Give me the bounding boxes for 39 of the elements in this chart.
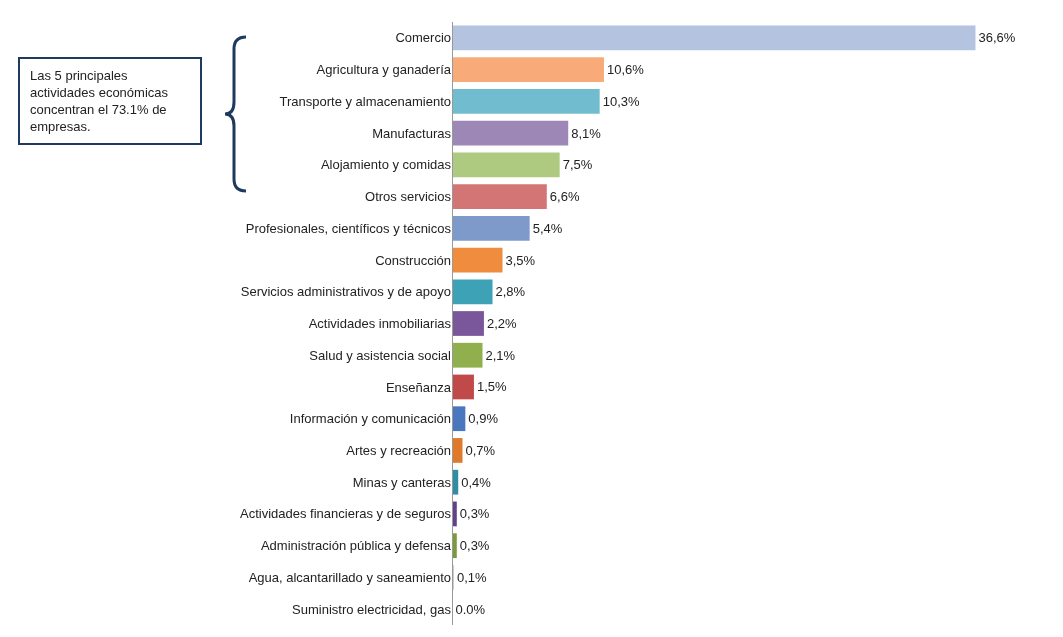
y-tick-label: Administración pública y defensa <box>260 538 452 554</box>
data-label: 0,3% <box>459 538 490 554</box>
data-label: 0,7% <box>465 442 496 458</box>
y-tick-label: Minas y canteras <box>352 474 452 490</box>
y-tick-label: Salud y asistencia social <box>309 347 452 363</box>
y-tick-label: Suministro electricidad, gas <box>292 601 452 617</box>
data-label: 0,3% <box>459 506 490 522</box>
y-tick-label: Profesionales, científicos y técnicos <box>245 220 452 236</box>
y-tick-label: Comercio <box>395 30 451 46</box>
data-label: 1,5% <box>476 379 507 395</box>
data-label: 3,5% <box>505 252 536 268</box>
y-tick-label: Enseñanza <box>385 379 452 395</box>
data-label: 2,1% <box>485 347 516 363</box>
data-label: 10,6% <box>606 62 645 78</box>
data-label: 2,2% <box>486 316 517 331</box>
data-label: 2,8% <box>495 284 526 300</box>
data-label: 0.0% <box>455 601 486 617</box>
y-tick-label: Alojamiento y comidas <box>320 157 452 173</box>
y-tick-label: Construcción <box>375 252 451 268</box>
y-tick-label: Otros servicios <box>365 189 452 205</box>
data-label: 0,9% <box>468 411 499 427</box>
y-tick-label: Agricultura y ganadería <box>316 62 452 78</box>
y-tick-label: Actividades inmobiliarias <box>308 316 452 332</box>
data-label: 8,1% <box>571 125 602 141</box>
y-tick-label: Actividades financieras y de seguros <box>239 506 452 522</box>
data-label: 10,3% <box>602 93 640 109</box>
y-tick-label: Información y comunicación <box>289 411 451 427</box>
y-tick-label: Agua, alcantarillado y saneamiento <box>248 569 451 585</box>
y-tick-label: Transporte y almacenamiento <box>279 93 451 109</box>
data-label: 0,4% <box>461 474 492 490</box>
y-tick-label: Artes y recreación <box>346 443 451 458</box>
data-label: 6,6% <box>549 189 580 205</box>
data-label: 5,4% <box>532 220 563 236</box>
data-label: 0,1% <box>457 569 488 585</box>
y-tick-label: Servicios administrativos y de apoyo <box>240 284 451 300</box>
y-tick-label: Manufacturas <box>372 125 452 141</box>
data-label: 36,6% <box>978 30 1016 46</box>
text: Las 5 principales actividades económicas concentran el 73.1% de empresas. <box>18 57 202 145</box>
data-label: 7,5% <box>562 157 593 173</box>
